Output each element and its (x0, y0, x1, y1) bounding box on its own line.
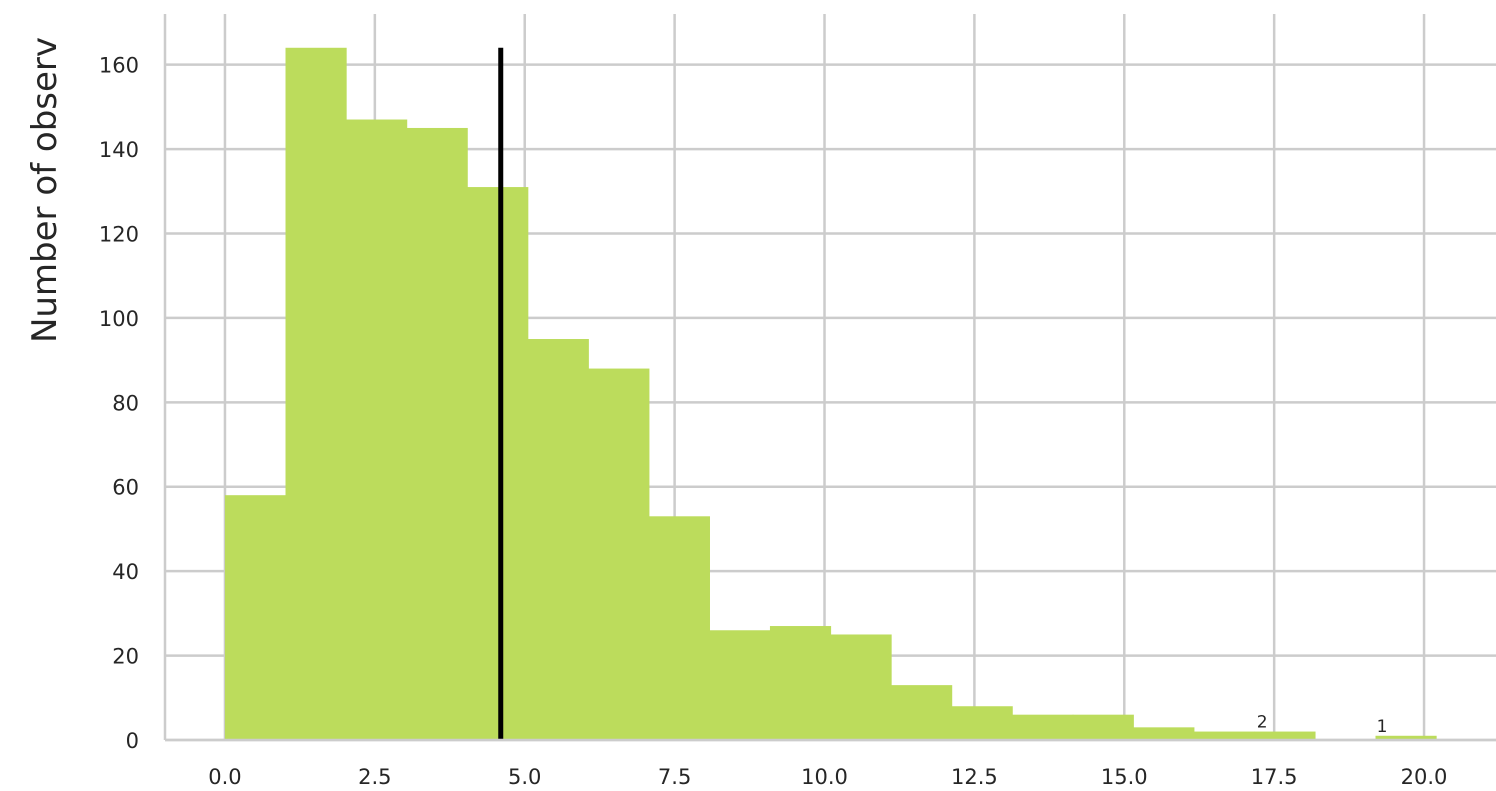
histogram-bar (830, 634, 892, 740)
y-tick-label: 20 (112, 645, 139, 669)
x-tick-label: 10.0 (801, 765, 848, 789)
x-tick-label: 17.5 (1251, 765, 1298, 789)
y-tick-label: 100 (99, 307, 139, 331)
y-tick-label: 60 (112, 476, 139, 500)
bar-count-annotation: 1 (1377, 717, 1388, 737)
histogram-bar (1254, 731, 1316, 740)
histogram-bar (588, 368, 650, 740)
x-tick-label: 15.0 (1101, 765, 1148, 789)
histogram-bar (709, 630, 771, 740)
histogram-bar (769, 626, 832, 740)
x-tick-label: 12.5 (951, 765, 998, 789)
x-tick-label: 2.5 (358, 765, 391, 789)
histogram-bar (285, 47, 347, 740)
bar-count-annotation: 2 (1257, 713, 1268, 733)
x-tick-label: 0.0 (208, 765, 241, 789)
histogram-bar (346, 119, 408, 740)
axes-spines (163, 14, 1496, 742)
histogram-bar (891, 685, 953, 740)
tick-labels: 0.0 2.5 5.0 7.5 10.0 12.5 15.0 17.5 20.0 0 20 40 60 8… (99, 54, 1448, 789)
histogram-bar (1193, 731, 1255, 740)
y-tick-label: 80 (112, 391, 139, 415)
histogram-bar (648, 516, 710, 740)
y-tick-label: 120 (99, 222, 139, 246)
histogram-bar (467, 187, 529, 741)
histogram-bar (406, 127, 468, 741)
y-tick-label: 140 (99, 138, 139, 162)
histogram-bar (224, 495, 287, 740)
histogram-bar (527, 339, 589, 740)
y-tick-label: 40 (112, 560, 139, 584)
x-tick-label: 5.0 (508, 765, 541, 789)
y-axis-label: Number of observ (25, 37, 65, 343)
histogram-bar (951, 706, 1013, 740)
x-tick-label: 20.0 (1401, 765, 1448, 789)
y-tick-label: 0 (126, 729, 139, 753)
histogram-bar (1072, 714, 1134, 740)
x-tick-label: 7.5 (658, 765, 691, 789)
histogram-bar (1375, 735, 1437, 740)
histogram-bars (224, 47, 1437, 741)
histogram-bar (1133, 727, 1195, 740)
y-tick-label: 160 (99, 54, 139, 78)
histogram-bar (1012, 714, 1074, 740)
